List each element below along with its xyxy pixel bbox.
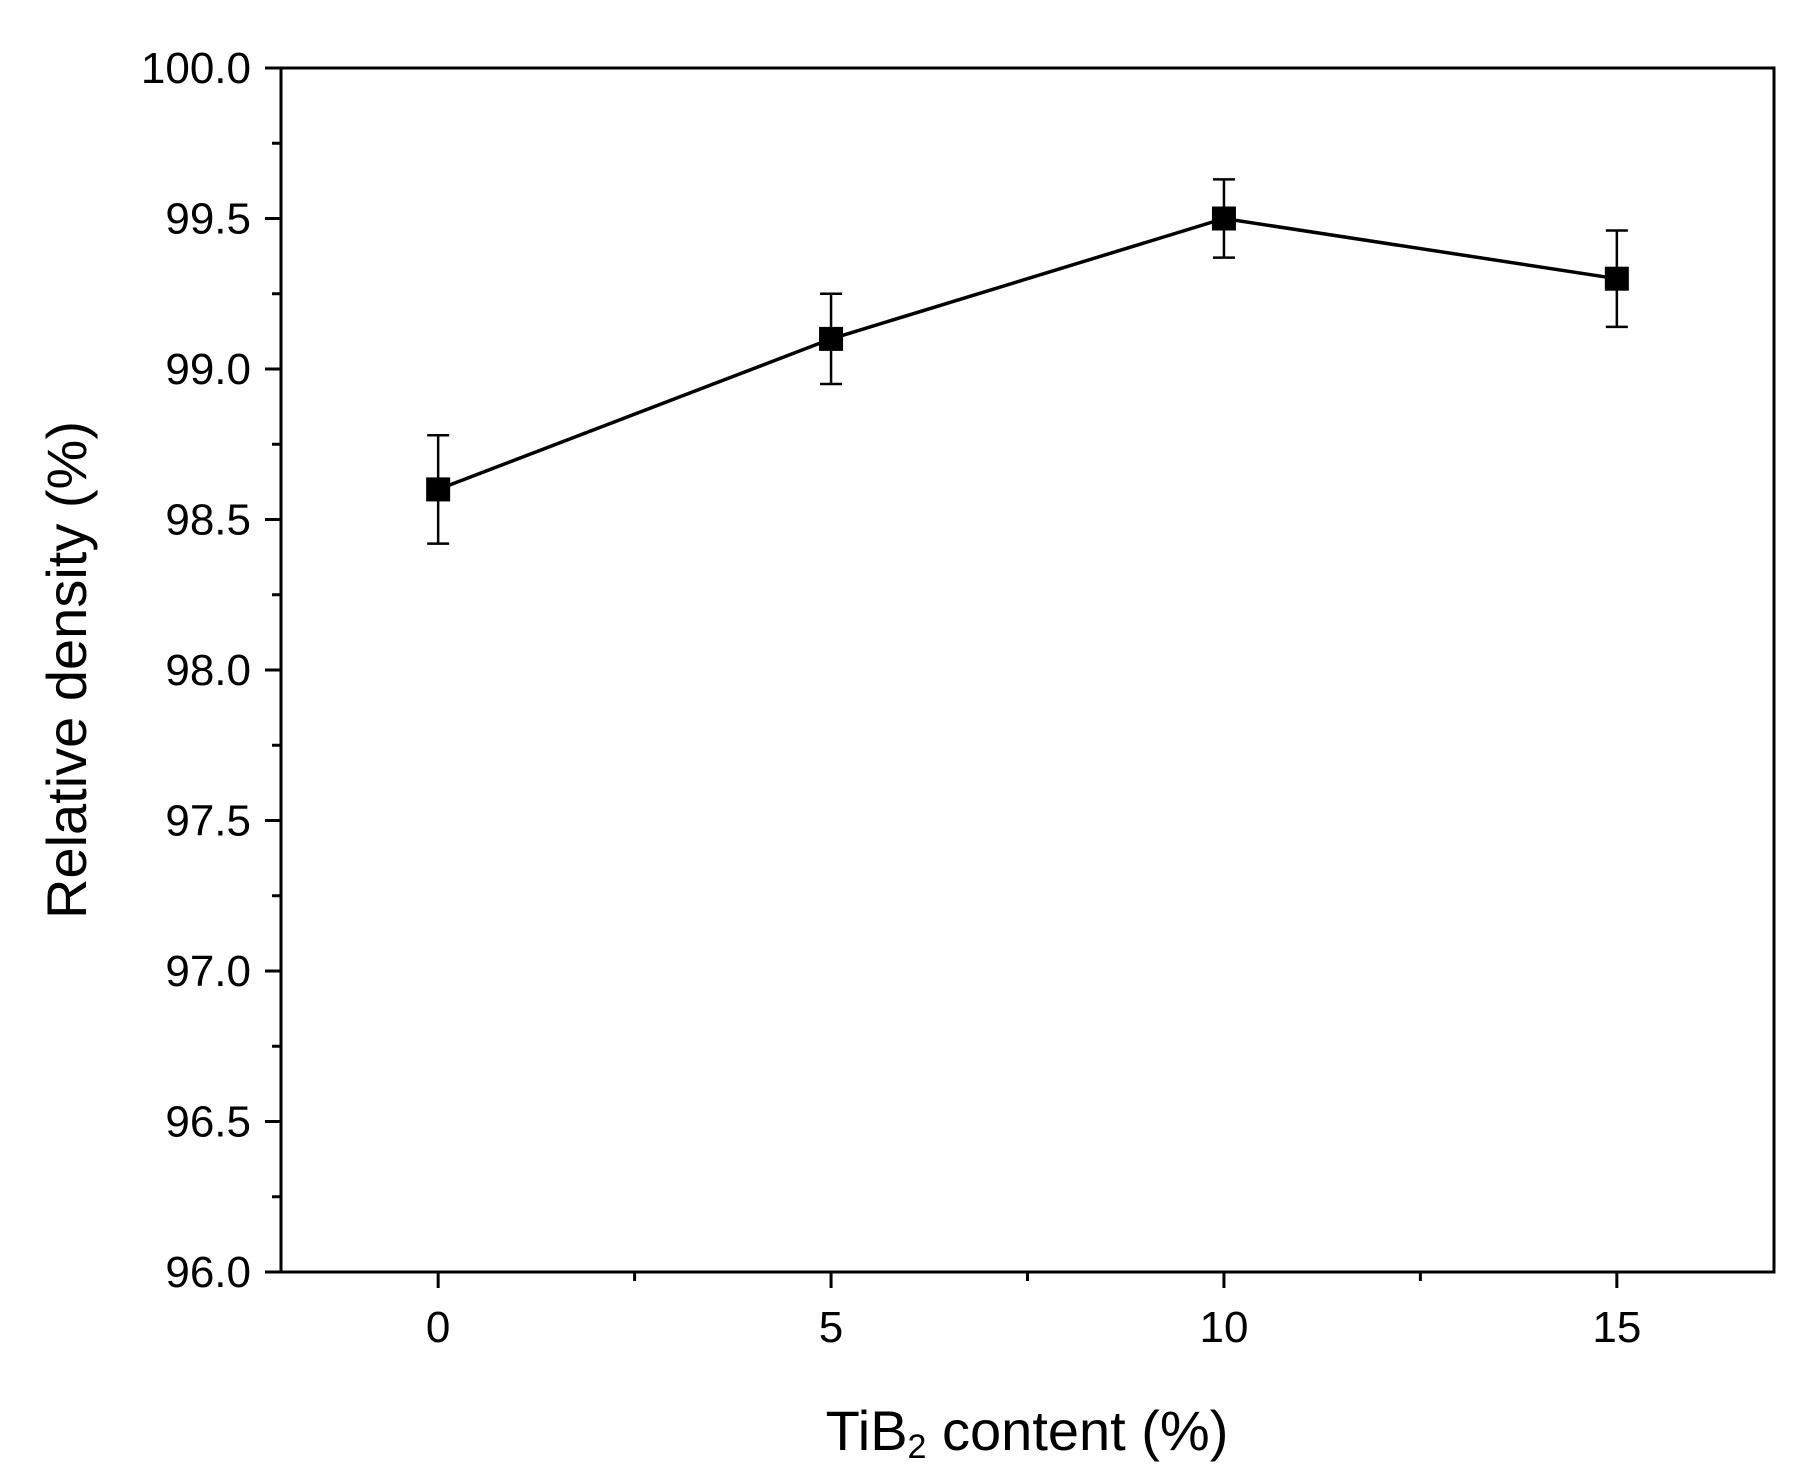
x-tick-label: 15 bbox=[1592, 1303, 1641, 1352]
x-tick-label: 10 bbox=[1199, 1303, 1248, 1352]
series-layer bbox=[426, 178, 1629, 545]
y-tick-label: 100.0 bbox=[141, 44, 251, 93]
y-tick-label: 97.0 bbox=[165, 947, 251, 996]
x-axis-title-subscript: 2 bbox=[908, 1428, 927, 1466]
data-point-marker bbox=[426, 477, 451, 502]
data-point-marker bbox=[819, 326, 844, 351]
series-line bbox=[437, 216, 1618, 492]
x-axis-title-base: TiB bbox=[826, 1399, 908, 1462]
x-axis-title-rest: content (%) bbox=[926, 1399, 1228, 1462]
x-axis-title: TiB2 content (%) bbox=[826, 1399, 1229, 1466]
plot-frame bbox=[279, 66, 1776, 1274]
tick-labels: 96.0 96.5 97.0 97.5 98.0 98.5 99.0 99.5 100.0 0 5 1… bbox=[141, 44, 1641, 1352]
x-tick-label: 5 bbox=[819, 1303, 843, 1352]
minor-ticks bbox=[272, 141, 1422, 1281]
data-point-marker bbox=[1604, 266, 1629, 291]
y-tick-label: 97.5 bbox=[165, 797, 251, 846]
y-tick-label: 99.0 bbox=[165, 345, 251, 394]
y-tick-label: 99.5 bbox=[165, 195, 251, 244]
y-tick-label: 98.0 bbox=[165, 646, 251, 695]
major-ticks bbox=[265, 66, 1619, 1288]
y-tick-label: 98.5 bbox=[165, 496, 251, 545]
y-axis-title: Relative density (%) bbox=[35, 421, 98, 919]
data-point-marker bbox=[1211, 206, 1236, 231]
y-tick-label: 96.5 bbox=[165, 1098, 251, 1147]
y-tick-label: 96.0 bbox=[165, 1248, 251, 1297]
x-tick-label: 0 bbox=[426, 1303, 450, 1352]
